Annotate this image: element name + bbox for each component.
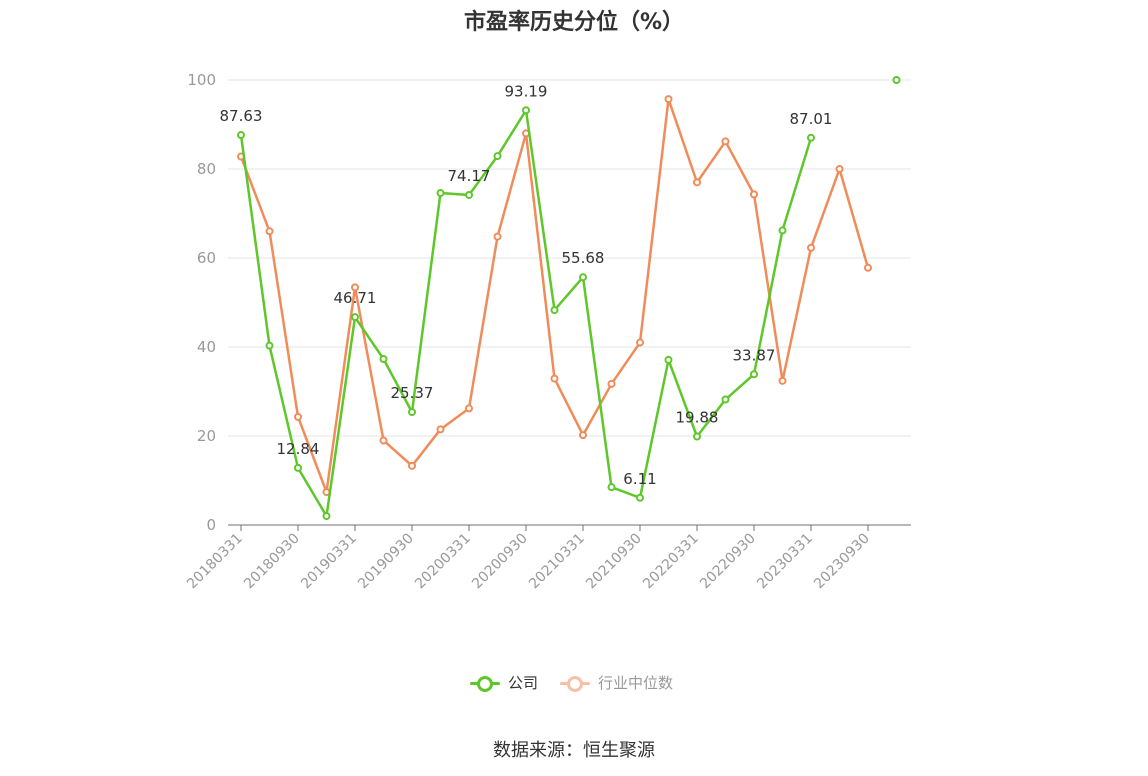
data-point	[351, 313, 359, 322]
y-tick-label: 100	[187, 71, 216, 89]
data-point	[636, 338, 644, 347]
data-point	[778, 376, 787, 385]
data-point	[379, 436, 388, 445]
legend-swatch-company	[470, 675, 500, 692]
data-point	[721, 137, 730, 146]
data-point	[265, 227, 274, 236]
data-point	[294, 463, 302, 472]
data-point	[579, 431, 587, 440]
series-company	[237, 76, 901, 521]
data-point	[465, 190, 473, 199]
legend-item-company[interactable]: 公司	[470, 672, 538, 693]
data-point	[636, 493, 644, 502]
data-point	[892, 76, 901, 84]
data-point	[579, 273, 587, 282]
series-layer	[237, 76, 901, 521]
data-label: 93.19	[505, 82, 548, 100]
data-point	[493, 152, 502, 161]
label-layer: 87.63 12.84 46.71 25.37 74.17 93.19 55.68 6.11 1…	[220, 82, 833, 488]
data-point	[237, 131, 245, 140]
data-point	[408, 461, 416, 470]
x-tick-label: 20220930	[697, 531, 759, 593]
x-tick-label: 20200930	[469, 531, 531, 593]
data-point	[750, 190, 758, 199]
legend: 公司 行业中位数	[470, 672, 673, 693]
data-point	[436, 425, 445, 434]
y-tick-label: 60	[197, 249, 216, 267]
data-label: 87.01	[790, 110, 833, 128]
y-tick-label: 80	[197, 160, 216, 178]
x-tick-label: 20220331	[640, 531, 702, 593]
data-source-note: 数据来源：恒生聚源	[493, 740, 655, 761]
data-label: 74.17	[448, 167, 491, 185]
chart-title: 市盈率历史分位（%）	[463, 10, 685, 35]
x-tick-label: 20180930	[241, 531, 303, 593]
data-point	[664, 95, 673, 104]
data-label: 46.71	[334, 289, 377, 307]
data-label: 12.84	[277, 440, 320, 458]
data-point	[550, 374, 559, 383]
y-tick-label: 20	[197, 427, 216, 445]
x-tick-label: 20200331	[412, 531, 474, 593]
x-tick-label: 20190331	[298, 531, 360, 593]
x-tick-label: 20210331	[526, 531, 588, 593]
data-label: 6.11	[623, 470, 656, 488]
data-point	[750, 370, 758, 379]
data-label: 87.63	[220, 107, 263, 125]
x-tick-label: 20230331	[754, 531, 816, 593]
legend-swatch-industry	[560, 675, 591, 692]
data-point	[493, 232, 502, 241]
data-point	[522, 106, 530, 115]
data-point	[322, 512, 331, 521]
y-tick-label: 40	[197, 338, 216, 356]
data-point	[693, 178, 701, 187]
x-tick-label: 20180331	[184, 531, 246, 593]
data-label: 25.37	[391, 384, 434, 402]
data-point	[408, 408, 416, 417]
data-point	[265, 341, 274, 350]
data-point	[379, 355, 388, 364]
x-tick-label: 20230930	[811, 531, 873, 593]
legend-item-industry[interactable]: 行业中位数	[560, 672, 673, 693]
data-point	[294, 412, 302, 421]
data-point	[835, 165, 844, 173]
data-point	[693, 432, 701, 441]
legend-label-industry: 行业中位数	[598, 674, 674, 692]
x-tick-label: 20190930	[355, 531, 417, 593]
data-point	[807, 243, 815, 252]
data-point	[807, 133, 815, 142]
data-label: 55.68	[562, 249, 605, 267]
x-tick-label: 20210930	[583, 531, 645, 593]
data-point	[465, 404, 473, 413]
data-point	[721, 395, 730, 404]
data-point	[607, 379, 616, 388]
data-point	[664, 355, 673, 364]
data-label: 19.88	[676, 409, 719, 427]
series-line	[239, 109, 813, 518]
axis-layer: 0 20 40 60 80 100 2018033120180930201903312019…	[184, 71, 911, 592]
data-point	[351, 283, 359, 292]
data-point	[550, 306, 559, 315]
data-point	[607, 483, 616, 492]
data-label: 33.87	[733, 346, 776, 364]
legend-label-company: 公司	[508, 674, 539, 692]
data-point	[778, 226, 787, 235]
data-point	[864, 263, 872, 272]
data-point	[436, 189, 445, 198]
y-tick-label: 0	[206, 516, 216, 534]
grid-layer	[228, 79, 911, 437]
